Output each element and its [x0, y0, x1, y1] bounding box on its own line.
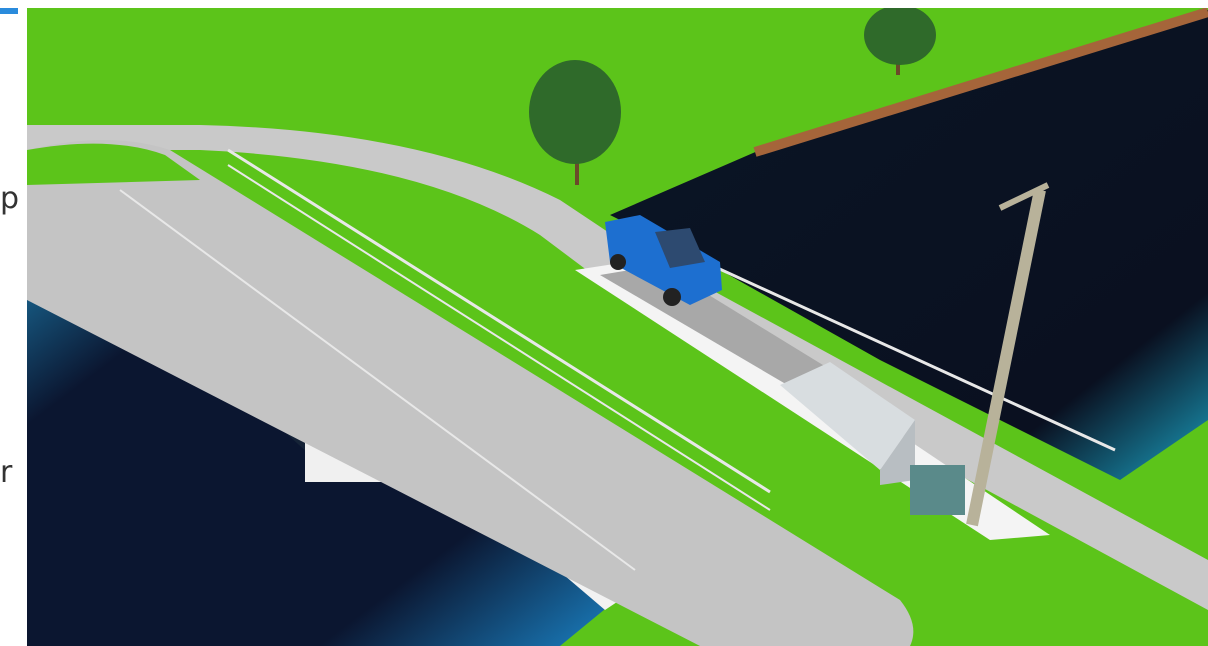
railing: [227, 148, 771, 494]
tree: [864, 8, 936, 65]
railing: [227, 164, 771, 511]
transformer: [910, 465, 965, 515]
container: [780, 362, 915, 470]
scene: [27, 8, 1208, 646]
bank: [753, 8, 1208, 157]
road: [27, 140, 914, 646]
container: [880, 420, 915, 485]
wheel: [610, 254, 626, 270]
truck-window: [655, 228, 705, 268]
water: [610, 10, 1208, 480]
truck: [605, 215, 722, 305]
grass: [27, 143, 200, 185]
tree: [529, 60, 621, 164]
pole-arm: [998, 182, 1050, 211]
railing: [119, 189, 636, 571]
accent-bar: [0, 8, 18, 14]
wheel: [663, 288, 681, 306]
cropped-text: p: [0, 181, 20, 216]
cropped-text: r: [0, 455, 13, 490]
railing: [699, 258, 1116, 452]
pole: [966, 188, 1046, 527]
